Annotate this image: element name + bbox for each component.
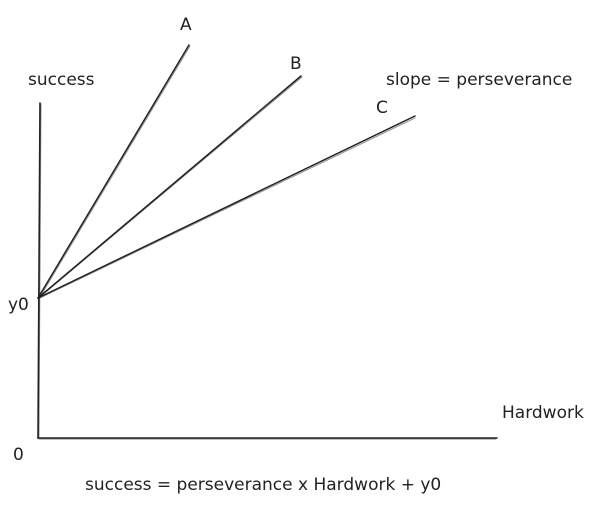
line-a-label: A — [180, 15, 192, 35]
origin-label: 0 — [13, 445, 24, 465]
line-c-label: C — [376, 98, 388, 118]
line-c — [37, 115, 416, 299]
line-b — [37, 75, 303, 299]
line-a — [37, 44, 191, 299]
y-axis — [37, 102, 42, 439]
slope-note: slope = perseverance — [386, 70, 572, 90]
y-axis-label: success — [28, 70, 95, 90]
x-axis-label: Hardwork — [502, 403, 584, 423]
intercept-label: y0 — [8, 295, 29, 315]
line-b-label: B — [290, 54, 302, 74]
x-axis — [37, 437, 498, 440]
formula-caption: success = perseverance x Hardwork + y0 — [85, 475, 441, 495]
